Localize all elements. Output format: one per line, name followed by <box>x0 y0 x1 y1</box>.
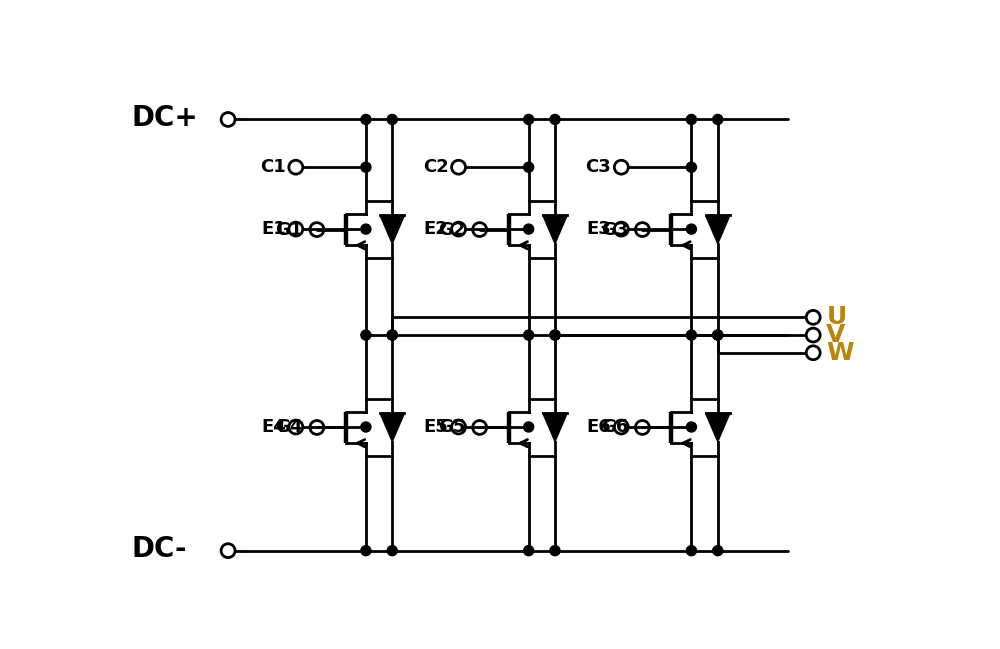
Circle shape <box>361 114 371 125</box>
Circle shape <box>550 114 560 125</box>
Text: W: W <box>826 341 854 365</box>
Text: G1: G1 <box>276 221 303 239</box>
Circle shape <box>550 330 560 340</box>
Text: U: U <box>826 305 847 329</box>
Circle shape <box>524 162 534 172</box>
Circle shape <box>524 114 534 125</box>
Circle shape <box>361 224 371 234</box>
Circle shape <box>686 162 696 172</box>
Circle shape <box>387 330 397 340</box>
Circle shape <box>387 330 397 340</box>
Text: G4: G4 <box>276 419 303 437</box>
Circle shape <box>361 422 371 432</box>
Text: V: V <box>826 323 846 347</box>
Text: C3: C3 <box>585 158 611 176</box>
Text: E1: E1 <box>261 220 286 238</box>
Text: E5: E5 <box>424 418 448 436</box>
Text: E6: E6 <box>586 418 611 436</box>
Polygon shape <box>543 215 567 244</box>
Text: G6: G6 <box>601 419 628 437</box>
Text: C1: C1 <box>260 158 286 176</box>
Circle shape <box>713 546 723 556</box>
Text: DC+: DC+ <box>131 104 198 132</box>
Circle shape <box>524 422 534 432</box>
Circle shape <box>686 114 696 125</box>
Circle shape <box>713 330 723 340</box>
Circle shape <box>361 330 371 340</box>
Text: C2: C2 <box>423 158 448 176</box>
Text: E3: E3 <box>586 220 611 238</box>
Circle shape <box>713 330 723 340</box>
Circle shape <box>524 224 534 234</box>
Circle shape <box>550 546 560 556</box>
Circle shape <box>686 422 696 432</box>
Polygon shape <box>380 215 404 244</box>
Circle shape <box>387 114 397 125</box>
Circle shape <box>686 330 696 340</box>
Text: DC-: DC- <box>131 535 187 563</box>
Circle shape <box>387 546 397 556</box>
Circle shape <box>524 330 534 340</box>
Circle shape <box>550 330 560 340</box>
Polygon shape <box>706 215 730 244</box>
Circle shape <box>361 546 371 556</box>
Polygon shape <box>543 413 567 441</box>
Circle shape <box>524 546 534 556</box>
Circle shape <box>713 114 723 125</box>
Polygon shape <box>706 413 730 441</box>
Text: E4: E4 <box>261 418 286 436</box>
Text: E2: E2 <box>424 220 448 238</box>
Circle shape <box>686 546 696 556</box>
Text: G3: G3 <box>601 221 628 239</box>
Circle shape <box>361 162 371 172</box>
Circle shape <box>686 224 696 234</box>
Text: G5: G5 <box>438 419 466 437</box>
Polygon shape <box>380 413 404 441</box>
Text: G2: G2 <box>438 221 466 239</box>
